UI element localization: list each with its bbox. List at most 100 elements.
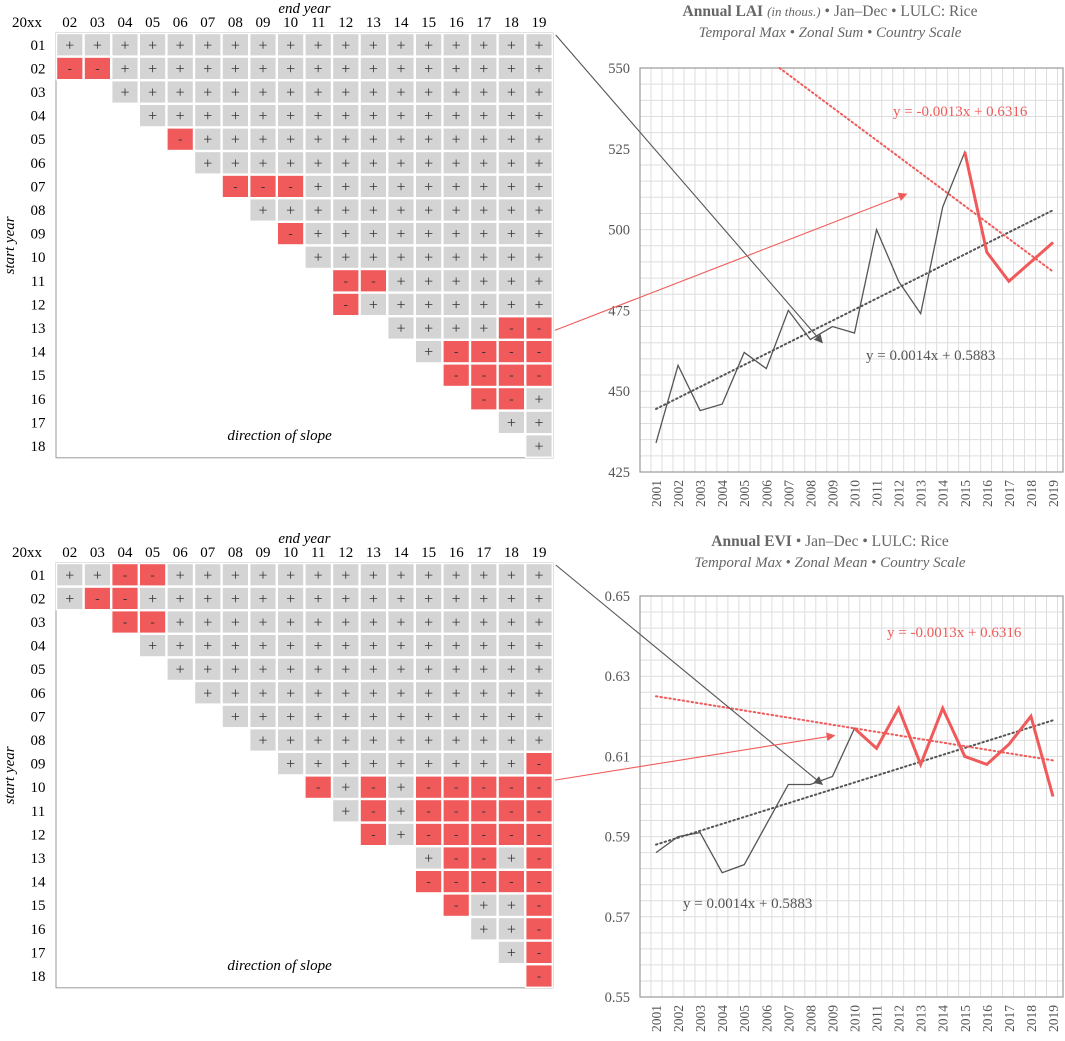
matrix-cell-sign: -: [509, 874, 513, 889]
matrix-cell-sign: +: [369, 155, 378, 172]
matrix-cell: [276, 610, 305, 635]
y-tick-label: 0.55: [605, 990, 630, 1006]
matrix-cell-sign: +: [452, 567, 461, 584]
matrix-cell-sign: -: [537, 921, 541, 936]
matrix-cell: [442, 680, 471, 705]
matrix-cell-sign: -: [509, 320, 513, 335]
matrix-cell: [276, 680, 305, 705]
trend-line-all-years: [655, 209, 1054, 410]
x-tick-label: 2004: [715, 1005, 730, 1032]
matrix-cell-sign: +: [534, 273, 543, 290]
matrix-cell-sign: -: [509, 367, 513, 382]
matrix-cell-sign: +: [341, 591, 350, 608]
matrix-cell-sign: +: [314, 567, 323, 584]
matrix-cell-sign: +: [452, 273, 461, 290]
matrix-cell: [525, 221, 554, 246]
matrix-cell: [166, 127, 195, 152]
x-tick-label: 2005: [737, 480, 752, 507]
chart-title-rest: • Jan–Dec • LULC: Rice: [825, 3, 978, 20]
matrix-cell-sign: +: [369, 297, 378, 314]
matrix-cell-sign: +: [203, 61, 212, 78]
y-tick-label: 500: [608, 223, 630, 239]
matrix-cell-sign: +: [507, 638, 516, 655]
matrix-end-year-tick: 12: [338, 15, 353, 31]
x-tick-label: 2009: [825, 480, 840, 507]
matrix-cell: [414, 245, 443, 270]
matrix-cell-sign: +: [479, 226, 488, 243]
trend-label-all-years: y = 0.0014x + 0.5883: [683, 896, 812, 912]
matrix-cell-sign: +: [424, 321, 433, 338]
matrix-cell: [166, 562, 195, 587]
matrix-cell: [497, 751, 526, 776]
matrix-cell: [414, 316, 443, 341]
matrix-cell: [221, 127, 250, 152]
matrix-cell: [414, 869, 443, 894]
matrix-cell-sign: +: [452, 226, 461, 243]
matrix-cell: [469, 150, 498, 175]
matrix-cell: [525, 704, 554, 729]
matrix-cell: [110, 79, 139, 104]
matrix-cell: [248, 127, 277, 152]
matrix-end-year-tick: 02: [62, 545, 77, 561]
y-tick-label: 0.57: [605, 910, 630, 926]
matrix-cell-sign: -: [426, 826, 430, 841]
matrix-cell: [442, 79, 471, 104]
matrix-start-year-tick: 06: [31, 156, 47, 172]
matrix-cell: [414, 56, 443, 81]
matrix-cell: [414, 798, 443, 823]
x-tick-label: 2009: [825, 1005, 840, 1032]
matrix-cell-sign: +: [507, 203, 516, 220]
matrix-cell-sign: +: [534, 203, 543, 220]
matrix-cell-sign: +: [452, 297, 461, 314]
matrix-cell: [525, 268, 554, 293]
matrix-cell-sign: +: [258, 61, 267, 78]
matrix-cell: [331, 268, 360, 293]
matrix-cell: [359, 268, 388, 293]
matrix-cell: [469, 562, 498, 587]
matrix-cell-sign: +: [452, 685, 461, 702]
matrix-cell-sign: +: [396, 321, 405, 338]
matrix-cell: [525, 657, 554, 682]
matrix-cell-sign: -: [509, 344, 513, 359]
matrix-cell-sign: -: [68, 60, 72, 75]
matrix-cell-sign: -: [537, 344, 541, 359]
matrix-cell-sign: +: [534, 662, 543, 679]
matrix-cell: [359, 197, 388, 222]
matrix-cell: [221, 657, 250, 682]
matrix-start-year-tick: 08: [31, 733, 46, 749]
matrix-cell-sign: -: [537, 897, 541, 912]
matrix-cell: [193, 562, 222, 587]
matrix-cell-sign: +: [286, 685, 295, 702]
matrix-cell-sign: +: [341, 567, 350, 584]
matrix-cell: [469, 846, 498, 871]
matrix-cell-sign: +: [314, 85, 323, 102]
matrix-cell: [304, 633, 333, 658]
matrix-cell-sign: -: [178, 131, 182, 146]
plot-frame: [639, 595, 1064, 998]
matrix-cell-sign: +: [314, 108, 323, 125]
matrix-cell: [414, 657, 443, 682]
series-line-full: [655, 706, 1054, 874]
matrix-cell: [359, 633, 388, 658]
arrow-full-period: [555, 34, 823, 344]
matrix-cell-sign: +: [286, 591, 295, 608]
matrix-cell: [387, 245, 416, 270]
matrix-cell: [276, 127, 305, 152]
matrix-cell: [304, 704, 333, 729]
matrix-cell: [387, 822, 416, 847]
matrix-cell: [469, 916, 498, 941]
matrix-end-year-tick: 07: [200, 15, 216, 31]
matrix-cell: [304, 562, 333, 587]
matrix-cell: [221, 103, 250, 128]
matrix-start-year-tick: 11: [31, 804, 45, 820]
matrix-cell: [193, 610, 222, 635]
matrix-cell-sign: +: [396, 108, 405, 125]
matrix-cell-sign: -: [537, 756, 541, 771]
matrix-cell: [414, 728, 443, 753]
matrix-cell-sign: +: [534, 733, 543, 750]
matrix-cell-sign: +: [424, 685, 433, 702]
matrix-cell-sign: +: [507, 567, 516, 584]
matrix-cell: [442, 127, 471, 152]
matrix-cell-sign: +: [258, 615, 267, 632]
matrix-cell: [387, 103, 416, 128]
